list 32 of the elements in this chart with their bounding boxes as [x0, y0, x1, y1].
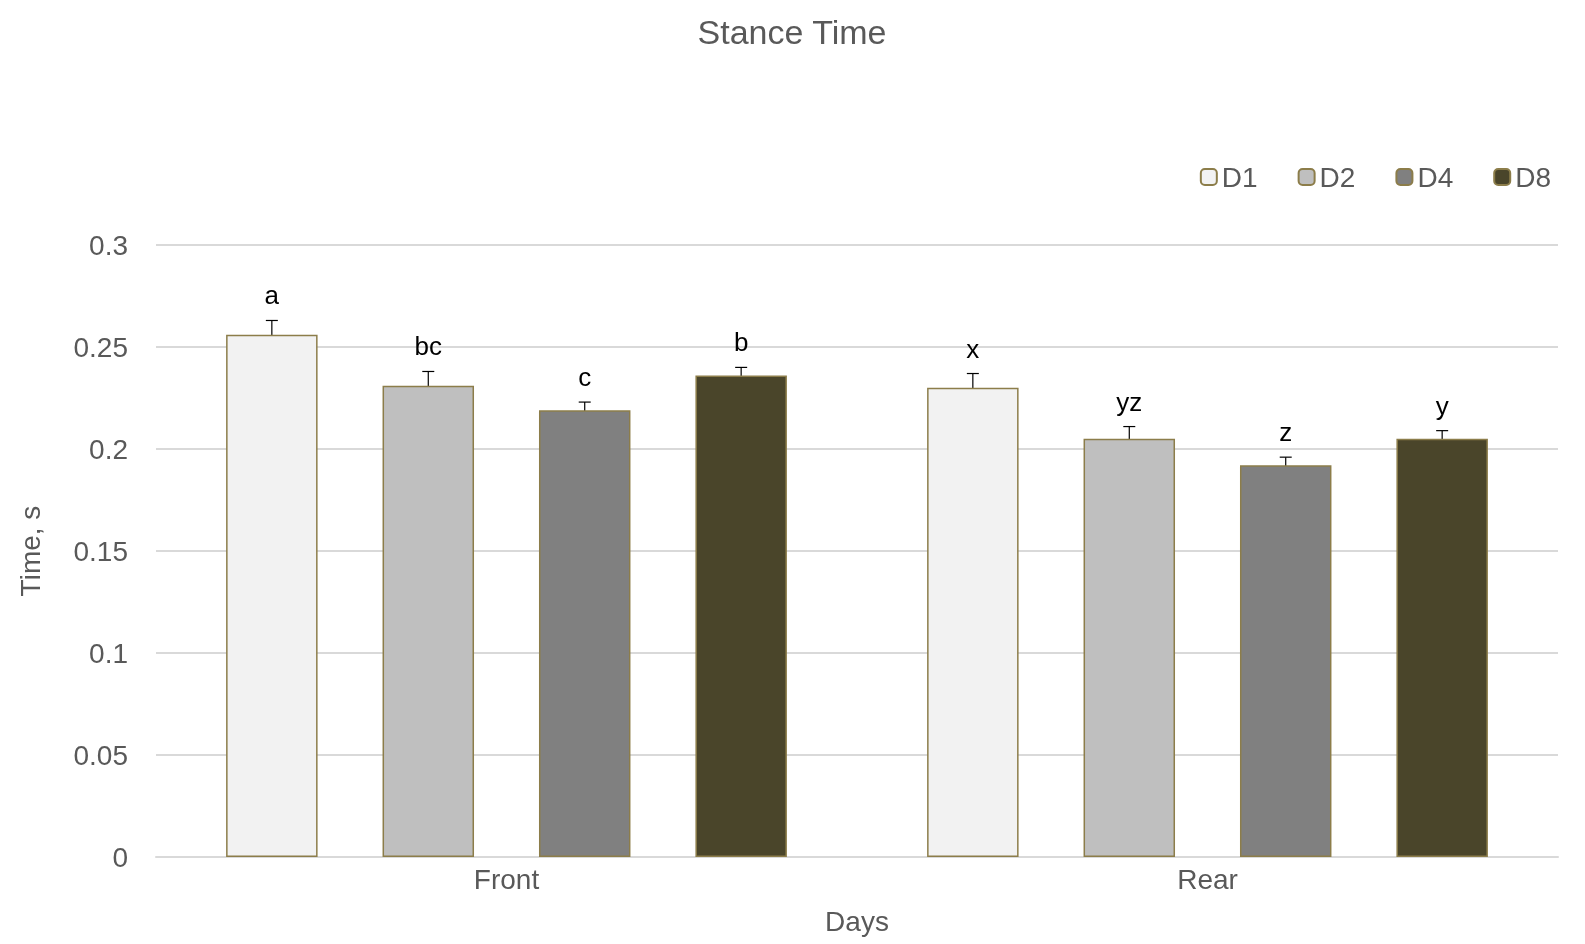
- y-tick-label: 0.15: [73, 535, 128, 567]
- y-tick-label: 0.25: [73, 331, 128, 363]
- data-label: x: [966, 333, 980, 364]
- bar: [538, 410, 631, 857]
- legend-label: D4: [1417, 161, 1454, 193]
- legend-label: D1: [1221, 161, 1258, 193]
- data-label: c: [578, 362, 592, 393]
- bar: [226, 334, 318, 857]
- legend-label: D8: [1515, 161, 1551, 193]
- bar: [927, 387, 1019, 857]
- data-label: y: [1435, 390, 1449, 421]
- y-tick-label: 0.05: [73, 739, 128, 771]
- data-label: b: [733, 327, 749, 358]
- data-label: a: [264, 280, 280, 311]
- y-axis-title: Time, s: [14, 505, 46, 597]
- x-axis-title: Days: [825, 905, 889, 937]
- bar: [695, 375, 787, 857]
- y-tick-label: 0.2: [89, 433, 128, 465]
- bar: [1083, 438, 1176, 857]
- data-label: yz: [1116, 386, 1143, 417]
- bar: [1239, 465, 1332, 857]
- bar: [1396, 438, 1488, 857]
- data-label: z: [1279, 417, 1293, 448]
- chart-title: Stance Time: [697, 13, 887, 51]
- y-tick-label: 0.3: [89, 229, 128, 261]
- y-tick-label: 0: [112, 841, 128, 873]
- data-label: bc: [414, 331, 443, 362]
- legend-label: D2: [1319, 161, 1356, 193]
- x-tick-label: Front: [473, 863, 540, 895]
- bar: [382, 385, 475, 857]
- y-tick-label: 0.1: [89, 637, 128, 669]
- x-tick-label: Rear: [1177, 863, 1238, 895]
